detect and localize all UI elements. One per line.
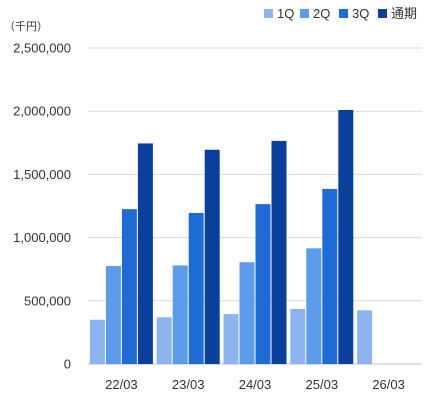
bar	[338, 109, 354, 364]
x-tick-label: 24/03	[239, 377, 272, 392]
bar	[290, 309, 306, 364]
legend-swatch	[378, 9, 387, 18]
legend-swatch	[339, 9, 348, 18]
legend-label: 1Q	[277, 6, 294, 21]
x-tick-label: 22/03	[105, 377, 138, 392]
y-tick-label: 500,000	[24, 293, 71, 308]
y-tick-label: 0	[64, 357, 71, 372]
y-tick-label: 1,000,000	[13, 230, 71, 245]
bar	[255, 204, 271, 364]
y-axis-ticks: 0 500,000 1,000,000 1,500,000 2,000,000 2,500…	[13, 41, 71, 372]
y-tick-label: 2,500,000	[13, 41, 71, 56]
legend-label: 通期	[391, 6, 417, 21]
bar	[89, 319, 105, 364]
bar	[188, 212, 204, 364]
bar	[156, 317, 172, 364]
bar	[121, 209, 137, 364]
bar	[271, 140, 287, 364]
bars	[89, 109, 373, 364]
x-tick-label: 23/03	[172, 377, 205, 392]
bar	[137, 143, 153, 364]
x-tick-label: 25/03	[306, 377, 339, 392]
y-tick-label: 1,500,000	[13, 167, 71, 182]
y-tick-label: 2,000,000	[13, 104, 71, 119]
bar	[239, 262, 255, 364]
bar	[306, 248, 322, 364]
y-axis-unit-label: （千円）	[4, 20, 48, 33]
legend: 1Q 2Q 3Q 通期	[264, 6, 417, 21]
bar	[357, 310, 373, 364]
legend-label: 2Q	[313, 6, 330, 21]
legend-swatch	[264, 9, 273, 18]
x-tick-label: 26/03	[372, 377, 405, 392]
bar	[204, 149, 220, 364]
bar	[322, 188, 338, 364]
bar	[172, 265, 188, 364]
legend-label: 3Q	[352, 6, 369, 21]
legend-swatch	[300, 9, 309, 18]
bar	[105, 266, 121, 364]
x-axis-ticks: 22/03 23/03 24/03 25/03 26/03	[105, 377, 405, 392]
bar	[223, 314, 239, 364]
